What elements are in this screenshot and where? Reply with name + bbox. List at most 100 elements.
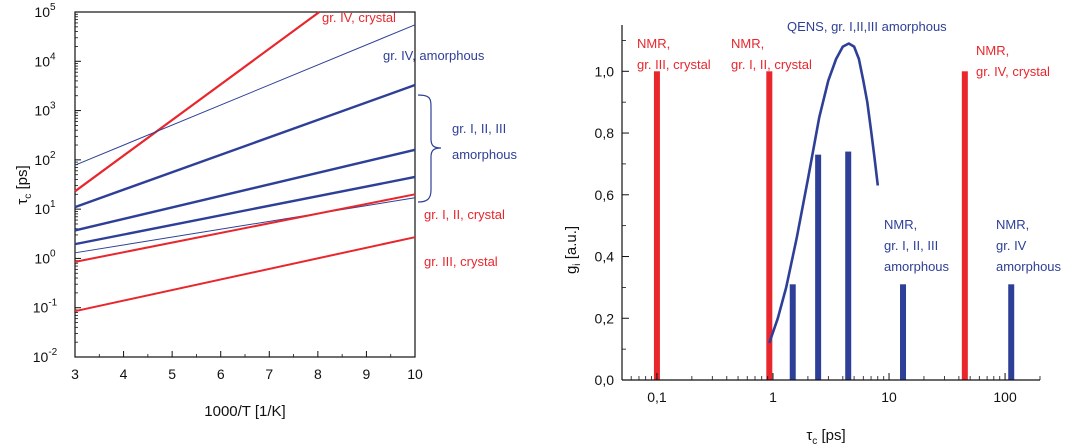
bar-6 — [845, 151, 852, 380]
right-y-label-sub: i — [572, 263, 583, 265]
right-x-tick-label: 100 — [993, 389, 1017, 405]
right-y-axis-label: gi [a.u.] — [563, 226, 583, 274]
right-curve-group — [768, 42, 880, 344]
bar-2 — [766, 71, 773, 380]
right-y-tick-label: 0,6 — [595, 187, 615, 203]
right-annotation-nmr-gr4-crystal-l2: gr. IV, crystal — [976, 64, 1050, 79]
left-y-tick-base: 10 — [34, 53, 50, 69]
left-y-tick-exponent: 4 — [50, 51, 56, 62]
left-y-tick-exponent: -1 — [48, 298, 57, 309]
left-y-tick-base: 10 — [34, 103, 50, 119]
left-y-tick-base: 10 — [34, 4, 50, 20]
left-y-tick-base: 10 — [33, 349, 49, 365]
right-chart: 0,1 1 10 100 0,0 0,2 0,4 0,6 0,8 1,0 τc [ps] gi … — [563, 19, 1062, 445]
right-annotation-nmr-gr3-l2: gr. III, crystal — [637, 57, 711, 72]
right-annotation-nmr-gr4-amorph-l1: NMR, — [996, 217, 1029, 232]
left-y-label-sub: c — [23, 194, 34, 199]
left-series-line-5 — [74, 175, 416, 246]
left-y-tick-label: 10-2 — [33, 347, 58, 365]
right-x-label-sub: c — [812, 436, 817, 445]
left-annotation-gr4-amorphous: gr. IV, amorphous — [383, 48, 485, 63]
right-y-label-main: g — [563, 266, 580, 274]
left-y-label-unit: [ps] — [14, 165, 31, 193]
bar-3 — [961, 71, 968, 380]
right-y-ticks: 0,0 0,2 0,4 0,6 0,8 1,0 — [595, 40, 629, 388]
right-y-tick-label: 0,4 — [595, 249, 615, 265]
left-x-tick-label: 10 — [407, 366, 423, 382]
left-x-tick-label: 5 — [168, 366, 176, 382]
left-y-tick-label: 100 — [34, 248, 56, 266]
left-annotation-gr123-line1: gr. I, II, III — [452, 121, 506, 136]
right-annotation-nmr-gr4-amorph: NMR, gr. IV amorphous — [996, 217, 1062, 274]
left-series-line-4 — [74, 148, 416, 232]
left-y-tick-exponent: 5 — [50, 2, 56, 13]
left-x-tick-label: 3 — [71, 366, 79, 382]
left-series-group — [74, 11, 416, 313]
left-y-tick-base: 10 — [34, 250, 50, 266]
left-y-tick-base: 10 — [33, 300, 49, 316]
left-y-label-main: τ — [14, 199, 31, 205]
left-x-tick-label: 7 — [265, 366, 273, 382]
right-annotation-nmr-gr12: NMR, gr. I, II, crystal — [731, 36, 812, 72]
left-y-tick-exponent: 0 — [50, 248, 56, 259]
bar-1 — [653, 71, 660, 380]
bar-8 — [1008, 284, 1015, 380]
left-annotation-gr3-crystal: gr. III, crystal — [424, 254, 498, 269]
right-x-tick-label: 0,1 — [647, 389, 667, 405]
right-annotation-nmr-gr12-l1: NMR, — [731, 36, 764, 51]
right-annotation-nmr-gr123-amorph-l1: NMR, — [884, 217, 917, 232]
left-y-tick-label: 105 — [34, 2, 56, 20]
right-y-label-unit: [a.u.] — [563, 226, 580, 264]
left-y-tick-exponent: -2 — [48, 347, 57, 358]
left-annotation-gr4-crystal: gr. IV, crystal — [322, 10, 396, 25]
left-x-tick-label: 9 — [363, 366, 371, 382]
right-annotation-nmr-gr123-amorph-l2: gr. I, II, III — [884, 238, 938, 253]
right-annotation-nmr-gr123-amorph: NMR, gr. I, II, III amorphous — [884, 217, 950, 274]
right-x-label-main: τ — [806, 427, 812, 444]
left-series-line-6 — [74, 197, 416, 254]
left-x-tick-label: 8 — [314, 366, 322, 382]
left-x-tick-label: 4 — [120, 366, 128, 382]
left-y-tick-label: 10-1 — [33, 298, 58, 316]
left-brace — [417, 94, 442, 203]
left-y-tick-base: 10 — [34, 201, 50, 217]
left-series-line-3 — [74, 83, 416, 209]
left-plot-frame — [74, 11, 416, 358]
right-annotation-nmr-gr3: NMR, gr. III, crystal — [637, 36, 711, 72]
right-y-tick-label: 0,2 — [595, 310, 615, 326]
right-annotation-qens: QENS, gr. I,II,III amorphous — [787, 19, 947, 34]
left-y-tick-label: 102 — [34, 150, 56, 168]
left-x-tick-label: 6 — [217, 366, 225, 382]
qens-distribution-curve — [768, 42, 880, 344]
right-bars-group — [653, 71, 1015, 380]
right-y-tick-label: 1,0 — [595, 63, 615, 79]
left-series-line-8 — [74, 236, 416, 313]
left-series-line-1 — [74, 11, 320, 193]
left-y-axis-label: τc [ps] — [14, 165, 34, 204]
left-y-tick-label: 101 — [34, 199, 56, 217]
right-y-tick-label: 0,8 — [595, 125, 615, 141]
right-annotation-nmr-gr4-crystal-l1: NMR, — [976, 43, 1009, 58]
right-x-tick-label: 10 — [881, 389, 897, 405]
right-x-ticks: 0,1 1 10 100 — [630, 373, 1041, 405]
left-x-axis-label: 1000/T [1/K] — [204, 403, 285, 420]
right-annotation-nmr-gr3-l1: NMR, — [637, 36, 670, 51]
right-annotation-nmr-gr4-amorph-l3: amorphous — [996, 259, 1062, 274]
right-annotation-nmr-gr123-amorph-l3: amorphous — [884, 259, 950, 274]
left-x-ticks: 3 4 5 6 7 8 9 10 — [71, 351, 423, 382]
bar-7 — [900, 284, 907, 380]
left-annotation-gr123-line2: amorphous — [452, 147, 518, 162]
left-y-tick-label: 103 — [34, 101, 56, 119]
right-annotation-nmr-gr12-l2: gr. I, II, crystal — [731, 57, 812, 72]
left-annotation-gr12-crystal: gr. I, II, crystal — [424, 207, 505, 222]
left-y-tick-exponent: 3 — [50, 101, 56, 112]
bar-5 — [815, 154, 822, 380]
left-series-line-7 — [74, 193, 416, 263]
left-series-line-2 — [74, 24, 416, 166]
left-y-tick-exponent: 2 — [50, 150, 56, 161]
right-x-label-unit: [ps] — [817, 427, 845, 444]
right-annotation-nmr-gr4-crystal: NMR, gr. IV, crystal — [976, 43, 1050, 79]
